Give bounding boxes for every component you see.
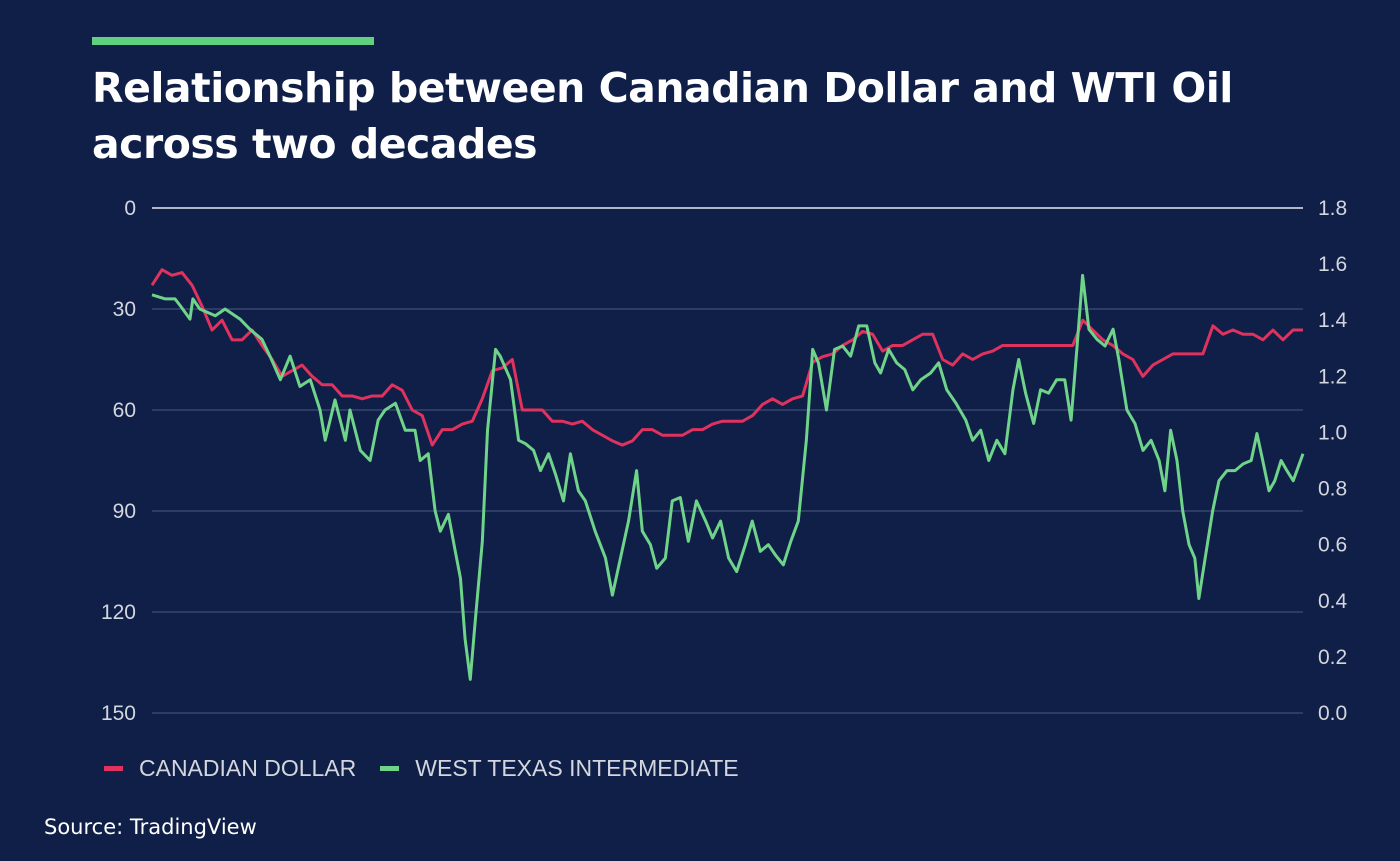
right-tick-label: 0.4 [1318,590,1348,613]
title-accent-bar [92,37,374,45]
right-tick-label: 0.6 [1318,534,1347,557]
left-tick-label: 60 [113,399,136,422]
left-tick-label: 30 [113,298,136,321]
legend-item-cad: CANADIAN DOLLAR [104,755,356,782]
right-tick-label: 1.8 [1318,197,1347,220]
legend-swatch-cad [104,766,123,771]
left-tick-label: 90 [113,500,136,523]
series-line-wti [151,273,1305,681]
chart-title: Relationship between Canadian Dollar and… [92,64,1233,168]
legend-label-cad: CANADIAN DOLLAR [139,755,357,781]
left-tick-label: 0 [124,197,136,220]
left-axis-ticks: 0 30 60 90 120 150 [101,197,136,725]
legend-swatch-wti [380,766,400,771]
right-tick-label: 1.6 [1318,253,1347,276]
left-tick-label: 150 [101,702,136,725]
right-axis-ticks: 1.8 1.6 1.4 1.2 1.0 0.8 0.6 0.4 0.2 0.0 [1318,197,1348,725]
gridlines [152,207,1303,714]
series-lines [150,268,1305,681]
right-tick-label: 1.0 [1318,421,1347,444]
left-tick-label: 120 [101,601,136,624]
legend-item-wti: WEST TEXAS INTERMEDIATE [380,755,739,782]
right-tick-label: 0.2 [1318,646,1347,669]
right-tick-label: 0.8 [1318,478,1347,501]
series-line-cad [150,268,1303,447]
right-tick-label: 1.2 [1318,365,1347,388]
source-note: Source: TradingView [44,815,257,839]
right-tick-label: 0.0 [1318,702,1347,725]
right-tick-label: 1.4 [1318,309,1348,332]
legend-label-wti: WEST TEXAS INTERMEDIATE [415,755,739,781]
legend: CANADIAN DOLLAR WEST TEXAS INTERMEDIATE [104,755,763,782]
